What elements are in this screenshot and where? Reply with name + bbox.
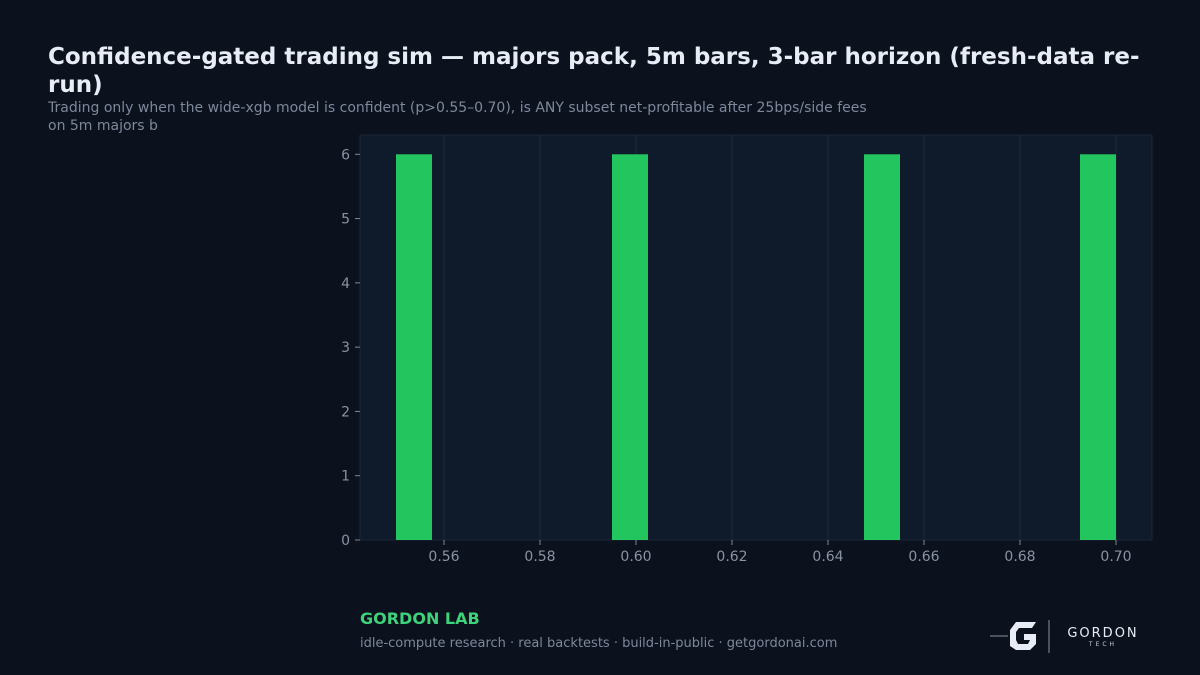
logo-sub: TECH: [1088, 641, 1117, 648]
x-tick-label: 0.60: [620, 549, 651, 565]
x-tick-label: 0.68: [1004, 549, 1035, 565]
chart-subtitle: Trading only when the wide-xgb model is …: [48, 100, 867, 134]
y-tick-label: 4: [341, 276, 350, 292]
footer-brand: GORDON LAB: [360, 609, 480, 628]
plot-area: [359, 134, 1153, 541]
x-tick-label: 0.62: [716, 549, 747, 565]
footer-tagline: idle-compute research · real backtests ·…: [360, 636, 838, 651]
y-tick-label: 2: [341, 404, 350, 420]
logo: GORDON TECH: [990, 620, 1138, 653]
bar: [396, 154, 432, 541]
y-tick-label: 3: [341, 340, 350, 356]
x-tick-label: 0.64: [812, 549, 843, 565]
bar: [1080, 154, 1116, 541]
logo-mark: [1010, 622, 1036, 650]
logo-name: GORDON: [1067, 626, 1138, 641]
bar: [864, 154, 900, 541]
x-tick-label: 0.58: [524, 549, 555, 565]
bar: [612, 154, 648, 541]
x-tick-label: 0.70: [1100, 549, 1131, 565]
y-tick-label: 1: [341, 469, 350, 485]
y-tick-label: 6: [341, 147, 350, 163]
chart-title: Confidence-gated trading sim — majors pa…: [48, 44, 1140, 98]
y-tick-label: 0: [341, 533, 350, 549]
y-tick-label: 5: [341, 212, 350, 228]
x-tick-label: 0.66: [908, 549, 939, 565]
x-tick-label: 0.56: [428, 549, 459, 565]
